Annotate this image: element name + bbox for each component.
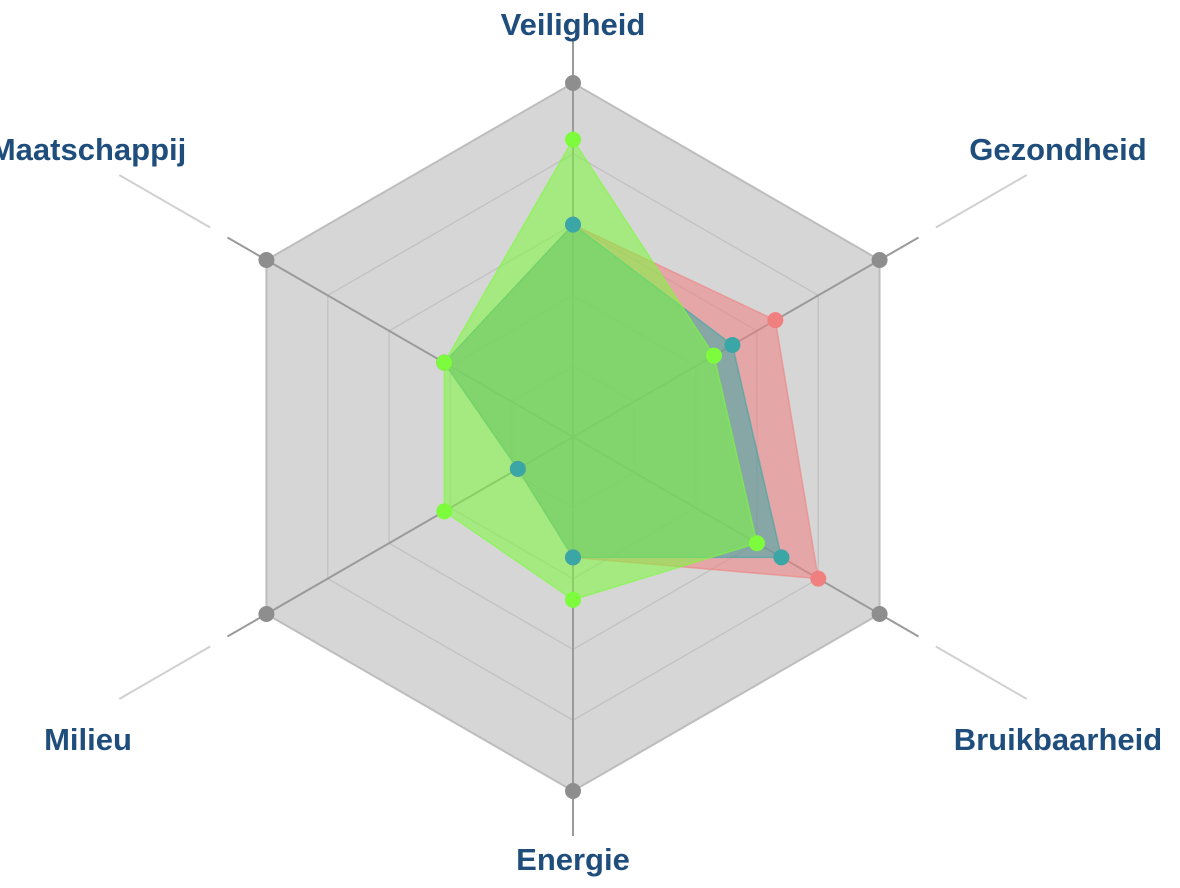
data-point: [565, 216, 581, 233]
axis-end-dot: [258, 252, 275, 268]
data-point: [565, 131, 581, 148]
data-point: [706, 347, 723, 364]
data-point: [748, 535, 765, 552]
axis-label: Maatschappij: [0, 132, 186, 167]
data-point: [767, 312, 784, 329]
axis-end-dot: [565, 783, 581, 799]
axis-label: Gezondheid: [969, 132, 1146, 167]
axis-extension: [118, 174, 211, 229]
axis-label: Bruikbaarheid: [954, 722, 1162, 757]
data-point: [810, 570, 827, 587]
axis-end-dot: [871, 606, 888, 622]
axis-label: Milieu: [44, 722, 132, 757]
data-point: [509, 460, 526, 477]
data-point: [724, 336, 741, 353]
data-point: [436, 354, 453, 371]
axis-label: Energie: [516, 842, 630, 877]
axis-extension: [935, 645, 1028, 700]
axis-end-dot: [258, 606, 275, 622]
axis-label: Veiligheid: [501, 7, 646, 42]
axis-extension: [935, 174, 1028, 229]
data-point: [565, 549, 581, 566]
axis-end-dot: [565, 75, 581, 91]
axis-extension: [118, 645, 211, 700]
data-point: [565, 591, 581, 608]
axis-end-dot: [871, 252, 888, 268]
data-point: [773, 549, 790, 566]
data-point: [436, 503, 453, 520]
